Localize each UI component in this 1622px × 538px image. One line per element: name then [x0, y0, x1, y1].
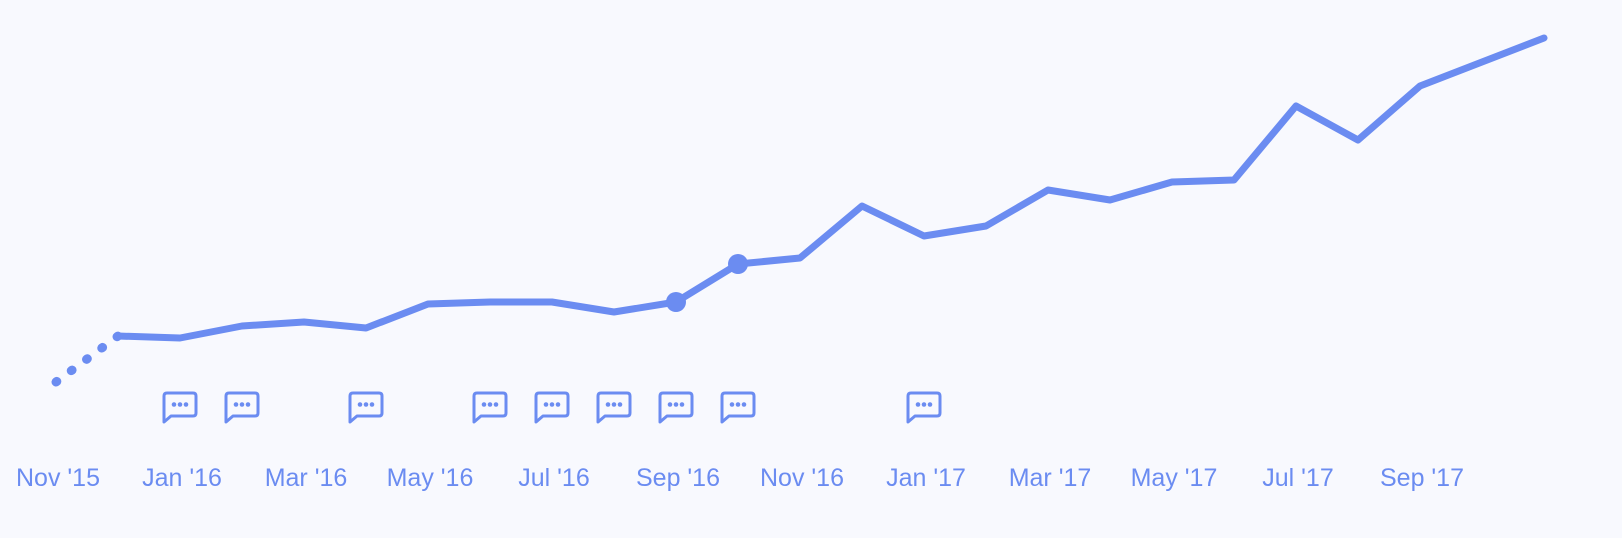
series-line-group	[56, 38, 1544, 382]
data-point-highlight[interactable]	[728, 254, 748, 274]
x-tick-label: May '17	[1131, 464, 1218, 492]
chat-bubble-icon[interactable]	[536, 393, 568, 422]
x-tick-label: Jan '17	[886, 464, 966, 492]
x-tick-label: Sep '16	[636, 464, 720, 492]
x-axis-tick-labels: Nov '15 Jan '16 Mar '16 May '16 Jul '16 Sep '…	[16, 464, 1464, 492]
chat-bubble-icon[interactable]	[722, 393, 754, 422]
x-tick-label: Mar '16	[265, 464, 348, 492]
chat-bubble-icon[interactable]	[474, 393, 506, 422]
x-tick-label: May '16	[387, 464, 474, 492]
x-tick-label: Mar '17	[1009, 464, 1092, 492]
chat-bubble-icon[interactable]	[226, 393, 258, 422]
x-tick-label: Jan '16	[142, 464, 222, 492]
chat-bubble-icon[interactable]	[660, 393, 692, 422]
chat-bubble-icon[interactable]	[908, 393, 940, 422]
comment-markers-group	[164, 393, 940, 422]
x-tick-label: Sep '17	[1380, 464, 1464, 492]
x-tick-label: Nov '16	[760, 464, 844, 492]
chat-bubble-icon[interactable]	[164, 393, 196, 422]
x-tick-label: Nov '15	[16, 464, 100, 492]
series-line-estimated-segment	[56, 336, 118, 382]
x-tick-label: Jul '16	[518, 464, 589, 492]
chat-bubble-icon[interactable]	[598, 393, 630, 422]
series-line	[118, 38, 1544, 338]
data-point-highlight[interactable]	[666, 292, 686, 312]
x-tick-label: Jul '17	[1262, 464, 1333, 492]
chat-bubble-icon[interactable]	[350, 393, 382, 422]
